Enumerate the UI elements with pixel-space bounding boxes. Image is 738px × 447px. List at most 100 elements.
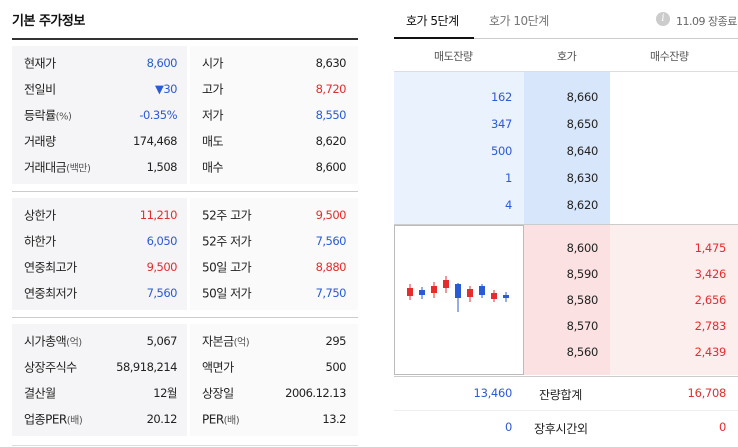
info-row: 현재가 8,600 시가 8,630	[12, 50, 358, 76]
stat-value: 9,500	[146, 260, 178, 274]
bid-price[interactable]: 8,590	[566, 267, 599, 281]
stat-label: 연중최고가	[24, 260, 77, 275]
bottom-divider	[12, 445, 358, 446]
stat-label: 업종PER(배)	[24, 412, 83, 427]
candle	[503, 292, 509, 302]
ask-price[interactable]: 8,620	[566, 198, 599, 212]
info-row: 업종PER(배) 20.12 PER(배) 13.2	[12, 406, 358, 432]
stat-value: 20.12	[146, 412, 178, 426]
candle	[479, 284, 485, 298]
stat-value: 8,630	[315, 56, 347, 70]
stat-value: 7,560	[315, 234, 347, 248]
stat-value: 7,560	[146, 286, 178, 300]
ask-price[interactable]: 8,660	[566, 90, 599, 104]
stat-value: ▼30	[155, 82, 177, 96]
tab-orderbook-10[interactable]: 호가 10단계	[489, 14, 549, 28]
col-header-price: 호가	[557, 50, 577, 63]
info-row: 전일비 ▼30 고가 8,720	[12, 76, 358, 102]
stat-value: 8,600	[315, 160, 347, 174]
stat-label: 52주 고가	[202, 208, 252, 223]
info-row: 등락률(%) -0.35% 저가 8,550	[12, 102, 358, 128]
ask-bid-divider	[394, 224, 738, 225]
stat-label: 시가	[202, 56, 224, 71]
stat-label: 결산월	[24, 386, 56, 401]
info-row: 상한가 11,210 52주 고가 9,500	[12, 202, 358, 228]
stat-value: 8,880	[315, 260, 347, 274]
stat-value: 500	[325, 360, 347, 374]
bid-price[interactable]: 8,560	[566, 345, 599, 359]
after-sell-qty: 0	[504, 420, 512, 434]
ask-price-area	[524, 72, 610, 224]
stat-label: 등락률(%)	[24, 108, 72, 123]
stat-value: 5,067	[146, 334, 178, 348]
group-divider	[12, 191, 358, 192]
bid-price-area	[524, 225, 610, 375]
candle	[491, 290, 497, 302]
label-col-bg	[190, 198, 358, 310]
label-col-bg	[12, 198, 187, 310]
candle	[443, 276, 449, 293]
stat-label: 상장일	[202, 386, 234, 401]
bid-price[interactable]: 8,580	[566, 293, 599, 307]
stat-label: PER(배)	[202, 412, 240, 427]
candle-chart-svg	[407, 276, 509, 312]
info-icon[interactable]: i	[656, 12, 670, 26]
tab-orderbook-5[interactable]: 호가 5단계	[406, 14, 459, 28]
panel-title: 기본 주가정보	[12, 14, 85, 29]
ask-price[interactable]: 8,640	[566, 144, 599, 158]
bid-qty: 2,656	[694, 293, 727, 307]
bid-qty: 2,783	[694, 319, 727, 333]
stat-label: 저가	[202, 108, 224, 123]
ask-qty: 162	[490, 90, 512, 104]
stat-label: 시가총액(억)	[24, 334, 82, 349]
stat-label: 50일 고가	[202, 260, 252, 275]
ask-qty: 4	[504, 198, 512, 212]
label-col-bg	[12, 46, 187, 184]
stat-label: 현재가	[24, 56, 56, 71]
orderbook-panel: 호가 5단계 호가 10단계 i 11.09 장종료 매도잔량 호가 매수잔량 …	[394, 0, 738, 447]
bid-qty: 2,439	[694, 345, 727, 359]
candle	[431, 282, 437, 298]
stat-label: 연중최저가	[24, 286, 77, 301]
stat-value: 8,720	[315, 82, 347, 96]
stat-value: 13.2	[322, 412, 346, 426]
bid-price[interactable]: 8,570	[566, 319, 599, 333]
sum-buy-qty: 16,708	[687, 386, 727, 400]
after-divider	[394, 410, 738, 411]
stat-value: 7,750	[315, 286, 347, 300]
sum-sell-qty: 13,460	[473, 386, 513, 400]
stat-label: 고가	[202, 82, 224, 97]
ask-price[interactable]: 8,630	[566, 171, 599, 185]
stat-value: 58,918,214	[116, 360, 177, 374]
info-row: 하한가 6,050 52주 저가 7,560	[12, 228, 358, 254]
info-row: 거래량 174,468 매도 8,620	[12, 128, 358, 154]
stat-label: 52주 저가	[202, 234, 252, 249]
stat-value: 8,600	[146, 56, 178, 70]
info-row: 연중최저가 7,560 50일 저가 7,750	[12, 280, 358, 306]
stat-value: 1,508	[146, 160, 178, 174]
stat-value: 174,468	[132, 134, 178, 148]
bid-qty-area	[610, 225, 738, 375]
bid-price[interactable]: 8,600	[566, 241, 599, 255]
label-col-bg	[190, 46, 358, 184]
summary-divider	[394, 376, 738, 377]
candle	[419, 287, 425, 299]
after-buy-qty: 0	[718, 420, 726, 434]
info-row: 연중최고가 9,500 50일 고가 8,880	[12, 254, 358, 280]
stat-label: 매수	[202, 160, 224, 175]
stat-value: 8,620	[315, 134, 347, 148]
stat-label: 상한가	[24, 208, 56, 223]
stat-value: 12월	[153, 386, 177, 400]
ask-qty-area	[394, 72, 524, 224]
stat-value: 8,550	[315, 108, 347, 122]
after-hours-label: 장후시간외	[534, 422, 588, 436]
ask-price[interactable]: 8,650	[566, 117, 599, 131]
stat-label: 거래대금(백만)	[24, 160, 91, 175]
ask-qty: 500	[490, 144, 512, 158]
stat-value: 2006.12.13	[285, 386, 346, 400]
stat-value: 295	[325, 334, 347, 348]
stat-label: 하한가	[24, 234, 56, 249]
candle	[467, 286, 473, 302]
info-row: 시가총액(억) 5,067 자본금(억) 295	[12, 328, 358, 354]
stat-value: -0.35%	[139, 108, 177, 122]
